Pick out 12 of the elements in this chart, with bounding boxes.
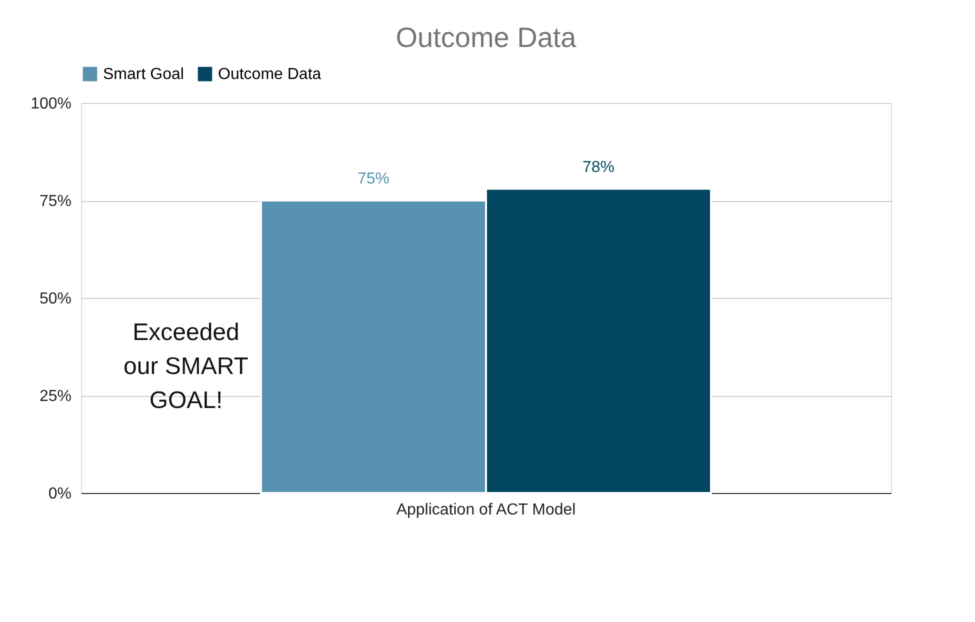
y-tick-label: 50% bbox=[39, 290, 72, 308]
annotation: Exceeded our SMART GOAL! bbox=[124, 319, 249, 414]
text: 78% bbox=[582, 158, 615, 176]
y-tick-label: 100% bbox=[30, 96, 72, 112]
legend-label: Smart Goal bbox=[103, 66, 184, 84]
x-tick-label: Application of ACT Model bbox=[396, 502, 576, 518]
chart-title: Outcome Data bbox=[396, 22, 577, 53]
y-tick-label: 25% bbox=[39, 388, 72, 405]
y-tick-label: 0% bbox=[48, 486, 72, 502]
text: 75% bbox=[357, 170, 390, 188]
legend-label: Outcome Data bbox=[218, 66, 322, 84]
y-tick-label: 75% bbox=[39, 193, 72, 210]
